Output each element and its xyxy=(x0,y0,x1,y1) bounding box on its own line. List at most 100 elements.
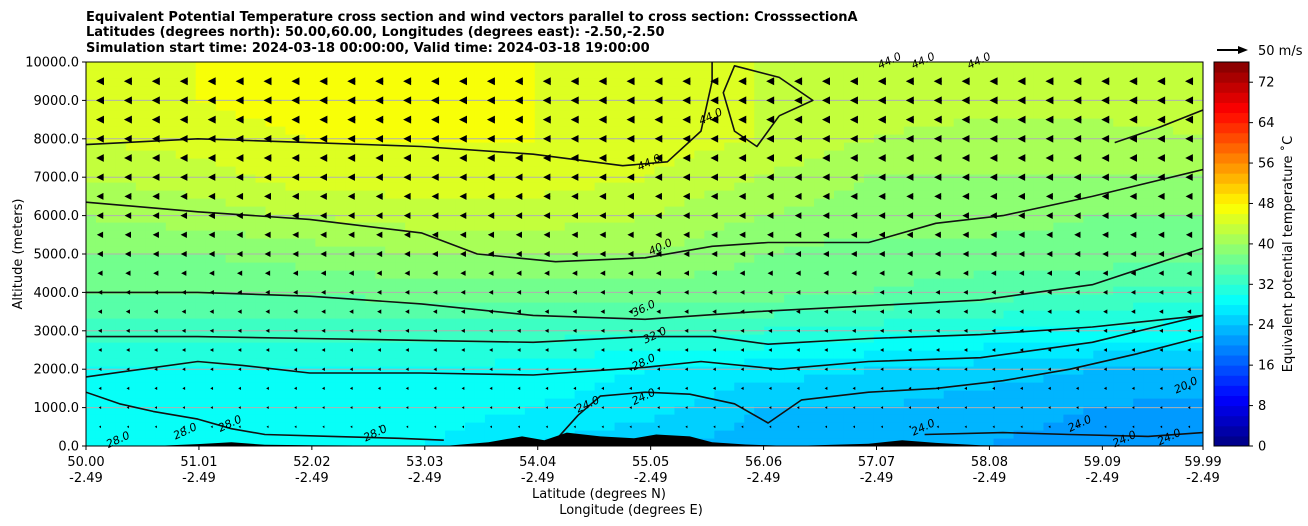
field-cell xyxy=(853,158,865,167)
field-cell xyxy=(435,334,446,343)
field-cell xyxy=(494,126,506,135)
field-cell xyxy=(474,374,486,383)
field-cell xyxy=(445,126,456,135)
field-cell xyxy=(484,278,496,287)
field-cell xyxy=(195,334,207,343)
field-cell xyxy=(1163,230,1174,239)
field-cell xyxy=(873,350,885,359)
field-cell xyxy=(145,142,157,151)
field-cell xyxy=(764,430,775,439)
field-cell xyxy=(145,422,157,431)
field-cell xyxy=(544,222,556,231)
field-cell xyxy=(1153,342,1164,351)
field-cell xyxy=(1013,238,1025,247)
field-cell xyxy=(195,350,207,359)
field-cell xyxy=(145,430,157,439)
field-cell xyxy=(355,262,366,271)
field-cell xyxy=(1013,382,1025,391)
field-cell xyxy=(195,222,207,231)
field-cell xyxy=(1123,302,1134,311)
field-cell xyxy=(1103,294,1114,303)
field-cell xyxy=(205,414,217,423)
field-cell xyxy=(913,302,925,311)
field-cell xyxy=(435,254,446,263)
field-cell xyxy=(115,86,127,95)
field-cell xyxy=(435,270,446,279)
field-cell xyxy=(484,366,496,375)
field-cell xyxy=(125,302,137,311)
field-cell xyxy=(893,342,905,351)
field-cell xyxy=(105,166,117,175)
field-cell xyxy=(814,198,825,207)
field-cell xyxy=(245,182,257,191)
field-cell xyxy=(325,406,336,415)
field-cell xyxy=(744,174,755,183)
field-cell xyxy=(873,190,885,199)
field-cell xyxy=(923,286,935,295)
field-cell xyxy=(445,286,456,295)
field-cell xyxy=(1113,206,1124,215)
field-cell xyxy=(1153,366,1164,375)
field-cell xyxy=(853,94,865,103)
field-cell xyxy=(225,206,237,215)
field-cell xyxy=(913,294,925,303)
field-cell xyxy=(744,278,755,287)
field-cell xyxy=(425,430,436,439)
field-cell xyxy=(1163,126,1174,135)
field-cell xyxy=(843,286,855,295)
field-cell xyxy=(993,438,1005,446)
field-cell xyxy=(574,398,586,407)
field-cell xyxy=(265,350,277,359)
field-cell xyxy=(325,86,336,95)
field-cell xyxy=(923,254,935,263)
field-cell xyxy=(385,238,396,247)
field-cell xyxy=(1053,350,1064,359)
field-cell xyxy=(794,118,805,127)
field-cell xyxy=(694,198,705,207)
field-cell xyxy=(714,374,725,383)
field-cell xyxy=(704,422,715,431)
field-cell xyxy=(754,222,765,231)
field-cell xyxy=(1043,222,1054,231)
field-cell xyxy=(115,390,127,399)
field-cell xyxy=(774,374,785,383)
field-cell xyxy=(704,150,715,159)
field-cell xyxy=(953,166,965,175)
field-cell xyxy=(285,254,297,263)
field-cell xyxy=(584,222,596,231)
field-cell xyxy=(1193,374,1203,383)
field-cell xyxy=(1003,374,1015,383)
field-cell xyxy=(155,86,167,95)
field-cell xyxy=(574,262,586,271)
field-cell xyxy=(464,398,476,407)
field-cell xyxy=(445,310,456,319)
field-cell xyxy=(1013,262,1025,271)
field-cell xyxy=(933,398,945,407)
field-cell xyxy=(86,398,97,407)
field-cell xyxy=(295,190,307,199)
field-cell xyxy=(445,270,456,279)
field-cell xyxy=(265,198,277,207)
field-cell xyxy=(983,358,995,367)
field-cell xyxy=(1043,382,1054,391)
field-cell xyxy=(1193,382,1203,391)
field-cell xyxy=(634,190,646,199)
field-cell xyxy=(674,262,685,271)
field-cell xyxy=(764,110,775,119)
field-cell xyxy=(814,150,825,159)
field-cell xyxy=(814,406,825,415)
field-cell xyxy=(614,214,626,223)
field-cell xyxy=(1173,118,1184,127)
field-cell xyxy=(1123,222,1134,231)
field-cell xyxy=(325,214,336,223)
field-cell xyxy=(1093,174,1104,183)
field-cell xyxy=(175,358,187,367)
field-cell xyxy=(365,302,376,311)
field-cell xyxy=(405,278,416,287)
field-cell xyxy=(993,94,1005,103)
field-cell xyxy=(1073,158,1084,167)
field-cell xyxy=(923,238,935,247)
field-cell xyxy=(265,182,277,191)
field-cell xyxy=(714,318,725,327)
field-cell xyxy=(145,86,157,95)
